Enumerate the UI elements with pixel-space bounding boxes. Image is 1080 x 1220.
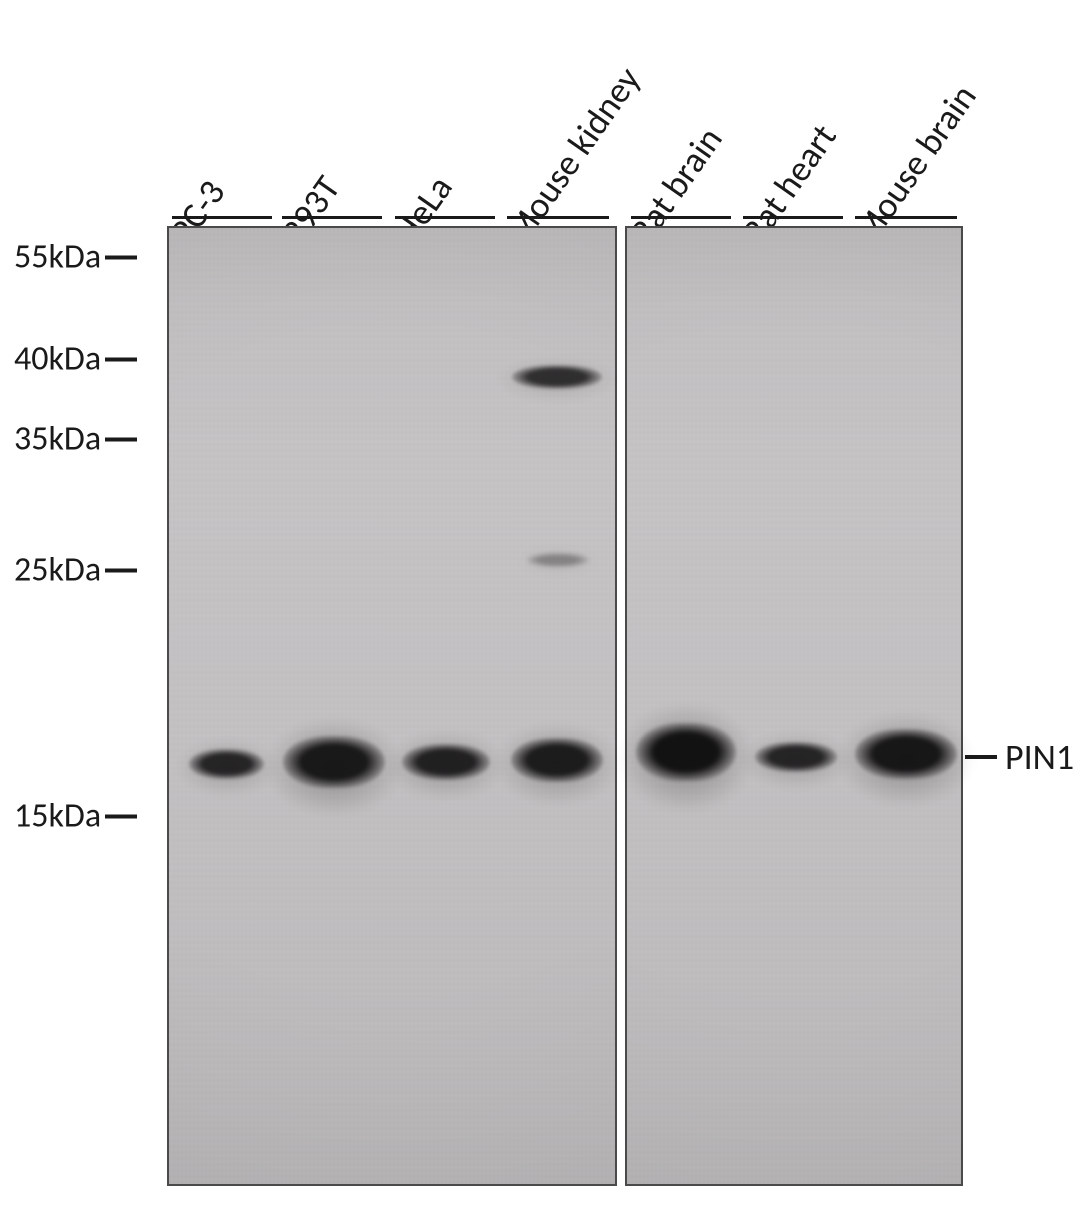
mw-label: 40kDa: [14, 339, 101, 380]
lane-underline: [855, 216, 957, 219]
mw-tick: [105, 357, 137, 361]
band: [511, 738, 603, 782]
mw-label: 35kDa: [14, 419, 101, 460]
band: [855, 729, 957, 779]
mw-marker: 15kDa: [14, 796, 137, 837]
band: [527, 553, 589, 567]
western-blot-figure: 55kDa 40kDa 35kDa 25kDa 15kDa PC-3 293T …: [0, 0, 1080, 1220]
lane-underline: [282, 216, 382, 219]
lane-underline: [172, 216, 272, 219]
mw-marker: 35kDa: [14, 419, 137, 460]
band: [512, 365, 602, 389]
mw-marker: 55kDa: [14, 237, 137, 278]
mw-tick: [105, 814, 137, 818]
band: [283, 736, 385, 788]
band: [402, 744, 490, 780]
mw-marker: 40kDa: [14, 339, 137, 380]
mw-tick: [105, 437, 137, 441]
mw-label: 15kDa: [14, 796, 101, 837]
target-text: PIN1: [1005, 735, 1074, 779]
mw-label: 25kDa: [14, 550, 101, 591]
mw-label: 55kDa: [14, 237, 101, 278]
lane-underline: [507, 216, 609, 219]
mw-tick: [105, 255, 137, 259]
lane-underline: [631, 216, 731, 219]
lane-underline: [395, 216, 495, 219]
lane-underline: [743, 216, 843, 219]
mw-marker: 25kDa: [14, 550, 137, 591]
band: [189, 749, 264, 779]
band: [755, 742, 837, 772]
mw-tick: [105, 568, 137, 572]
target-label: PIN1: [965, 735, 1074, 779]
band: [636, 723, 736, 781]
